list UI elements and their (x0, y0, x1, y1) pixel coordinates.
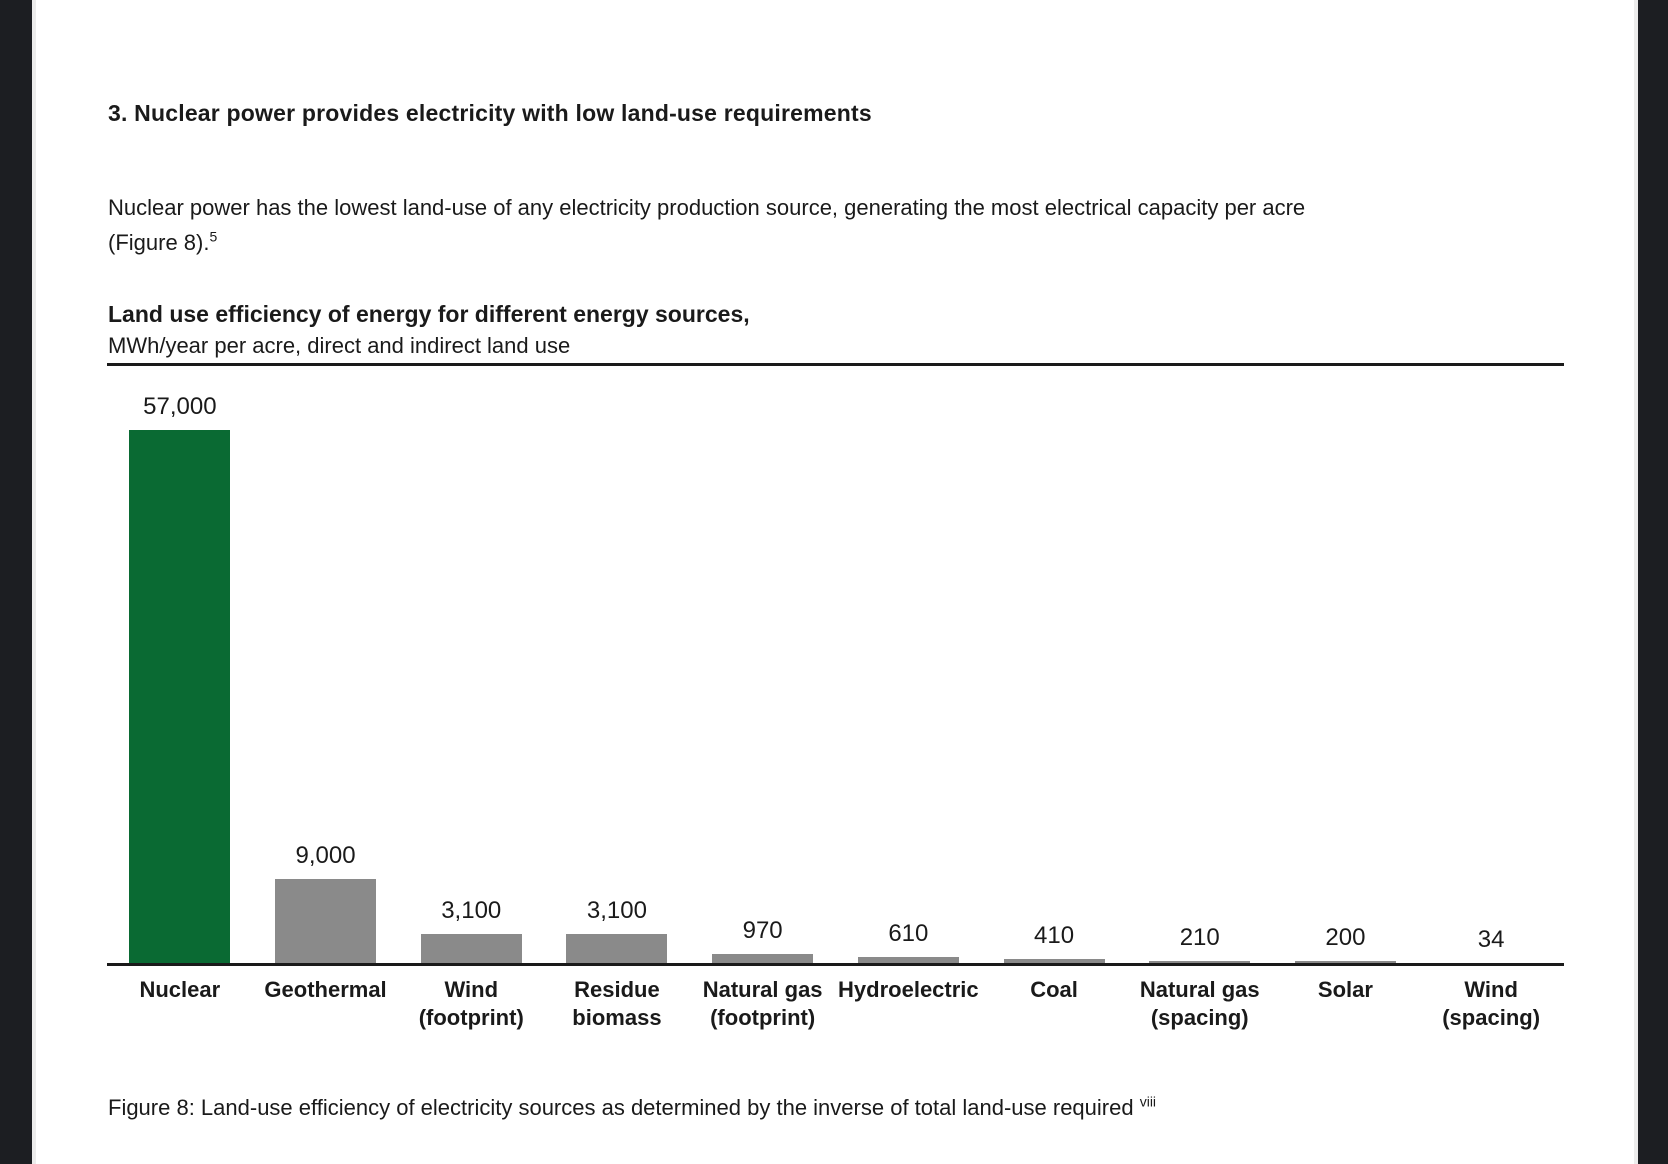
bar-wind-footprint (420, 934, 522, 963)
viewer-left-edge (0, 0, 30, 1164)
bar-nuclear (129, 430, 231, 963)
value-label-coal: 410 (1034, 922, 1075, 949)
value-label-natural-gas-footprint: 970 (742, 917, 783, 944)
document-page: 3. Nuclear power provides electricity wi… (36, 0, 1634, 1164)
value-label-natural-gas-spacing: 210 (1179, 924, 1220, 951)
category-label-wind-spacing: Wind (spacing) (1442, 977, 1541, 1030)
value-label-solar: 200 (1325, 924, 1366, 951)
value-label-geothermal: 9,000 (295, 842, 356, 869)
chart-title-rule (107, 363, 1564, 366)
bar-geothermal (275, 879, 377, 963)
bar-natural-gas-spacing (1149, 961, 1251, 963)
figure-caption-text: Figure 8: Land-use efficiency of electri… (108, 1095, 1134, 1120)
body-paragraph-line1: Nuclear power has the lowest land-use of… (108, 195, 1306, 220)
chart-subtitle: MWh/year per acre, direct and indirect l… (108, 333, 571, 358)
bar-coal (1003, 959, 1105, 963)
category-label-solar: Solar (1317, 977, 1373, 1002)
category-label-nuclear: Nuclear (139, 977, 221, 1002)
viewer-right-edge (1637, 0, 1668, 1164)
category-label-coal: Coal (1030, 977, 1078, 1002)
value-label-nuclear: 57,000 (143, 393, 217, 420)
value-label-wind-footprint: 3,100 (441, 897, 502, 924)
x-axis-line (107, 963, 1564, 966)
category-label-wind-footprint: Wind (footprint) (418, 977, 524, 1030)
category-label-geothermal: Geothermal (264, 977, 387, 1002)
body-paragraph-line2: (Figure 8). (108, 230, 210, 255)
chart-title: Land use efficiency of energy for differ… (108, 301, 750, 327)
bar-residue-biomass (566, 934, 668, 963)
body-paragraph: Nuclear power has the lowest land-use of… (108, 190, 1568, 260)
bar-natural-gas-footprint (712, 954, 814, 963)
value-label-wind-spacing: 34 (1477, 926, 1505, 953)
bar-hydroelectric (857, 957, 959, 963)
value-label-residue-biomass: 3,100 (586, 897, 647, 924)
category-label-hydroelectric: Hydroelectric (838, 977, 979, 1002)
footnote-marker-viii: viii (1139, 1093, 1157, 1110)
bar-solar (1294, 961, 1396, 963)
figure-caption: Figure 8: Land-use efficiency of electri… (108, 1095, 1568, 1121)
footnote-marker-5: 5 (209, 228, 218, 245)
category-label-residue-biomass: Residue biomass (572, 977, 662, 1030)
section-heading: 3. Nuclear power provides electricity wi… (108, 100, 872, 126)
category-label-natural-gas-spacing: Natural gas (spacing) (1139, 977, 1260, 1030)
value-label-hydroelectric: 610 (888, 920, 929, 947)
category-label-natural-gas-footprint: Natural gas (footprint) (702, 977, 823, 1030)
